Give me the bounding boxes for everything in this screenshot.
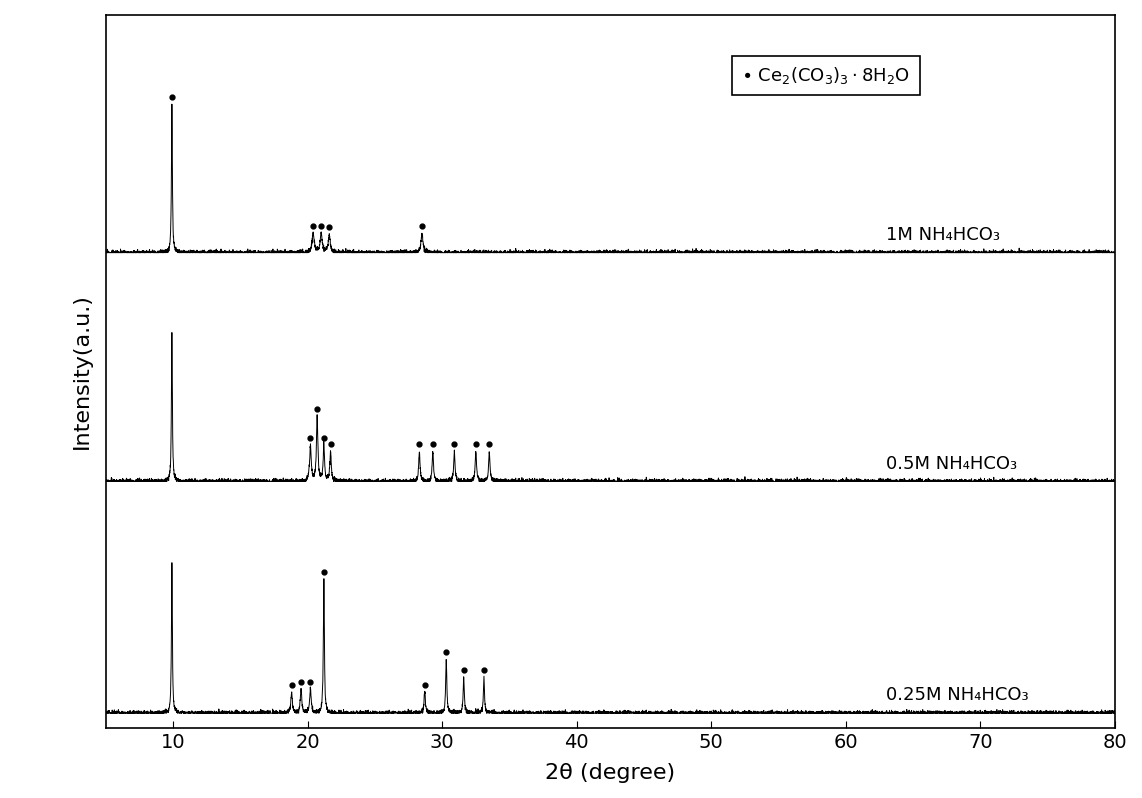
Text: 0.5M NH₄HCO₃: 0.5M NH₄HCO₃ (886, 455, 1018, 472)
Text: $\bullet$ Ce$_2$(CO$_3$)$_3\cdot$8H$_2$O: $\bullet$ Ce$_2$(CO$_3$)$_3\cdot$8H$_2$O (741, 65, 910, 86)
Text: 0.25M NH₄HCO₃: 0.25M NH₄HCO₃ (886, 686, 1029, 705)
Text: 1M NH₄HCO₃: 1M NH₄HCO₃ (886, 226, 1000, 243)
Y-axis label: Intensity(a.u.): Intensity(a.u.) (72, 294, 93, 449)
X-axis label: 2θ (degree): 2θ (degree) (545, 763, 675, 783)
